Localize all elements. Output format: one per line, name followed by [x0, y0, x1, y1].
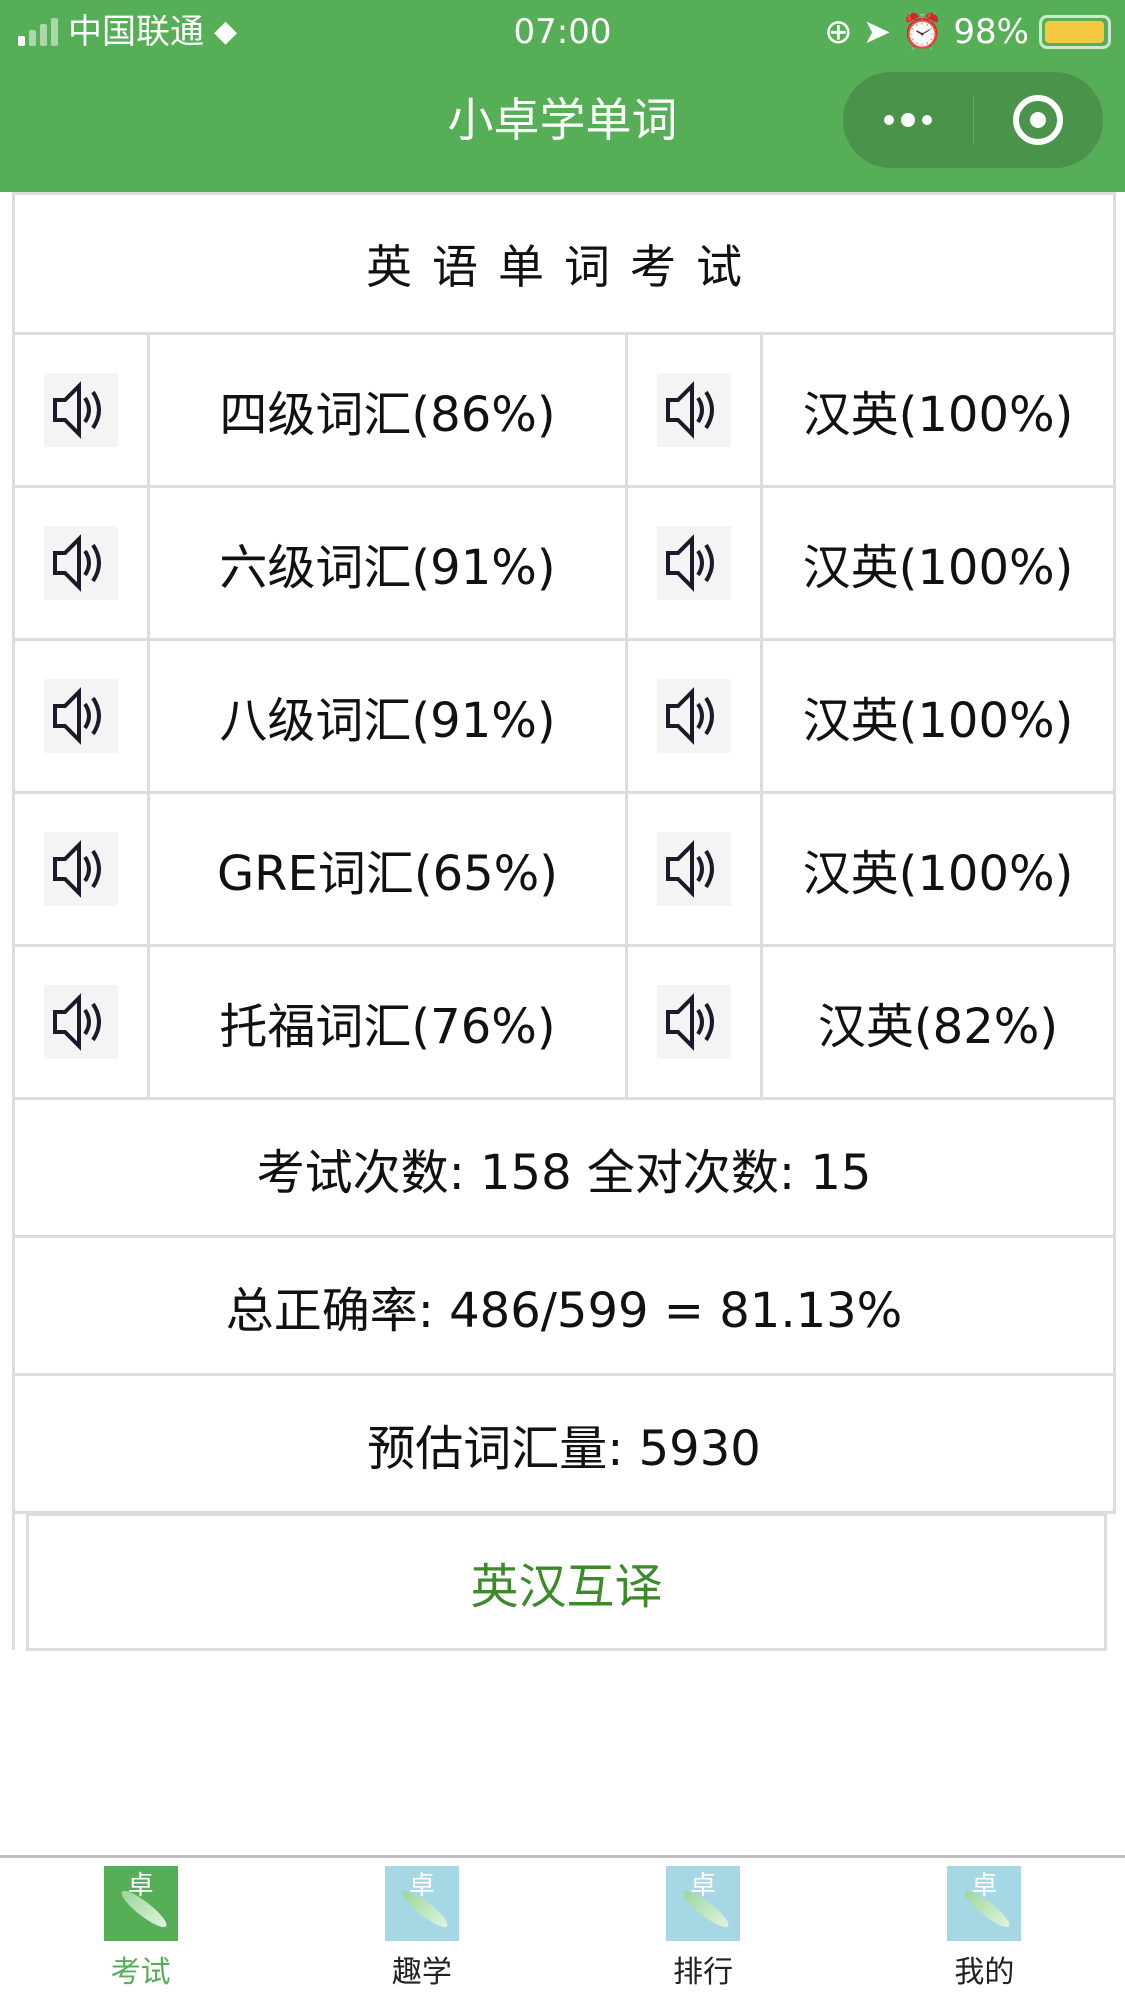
battery-percent: 98%: [953, 12, 1029, 52]
exam-row: 四级词汇(86%) 汉英(100%): [12, 332, 1116, 488]
play-button[interactable]: [12, 638, 150, 794]
tab-logo-icon: 卓: [384, 1866, 459, 1941]
location-icon: ➤: [862, 12, 892, 52]
more-button[interactable]: [843, 72, 973, 168]
exam-item-translation[interactable]: 汉英(82%): [760, 944, 1116, 1100]
exam-row: 六级词汇(91%) 汉英(100%): [12, 485, 1116, 641]
speaker-icon: [657, 832, 731, 906]
speaker-icon: [44, 526, 118, 600]
speaker-icon: [657, 526, 731, 600]
status-left: 中国联通 ◆: [18, 8, 237, 56]
tab-2[interactable]: 卓排行: [563, 1858, 844, 2001]
divider: [12, 1510, 15, 1650]
exam-title: 英语单词考试: [12, 192, 1116, 335]
tab-label: 排行: [673, 1955, 734, 1990]
speaker-icon: [44, 679, 118, 753]
capsule-divider: [972, 95, 974, 145]
header: 中国联通 ◆ 07:00 ⊕ ➤ ⏰ 98% 小卓学单词: [0, 0, 1125, 192]
exam-item-translation[interactable]: 汉英(100%): [760, 485, 1116, 641]
close-button[interactable]: [974, 72, 1104, 168]
tab-logo-icon: 卓: [947, 1866, 1022, 1941]
exam-item[interactable]: 八级词汇(91%): [147, 638, 628, 794]
speaker-icon: [44, 373, 118, 447]
page-title: 小卓学单词: [447, 93, 678, 147]
play-button[interactable]: [12, 485, 150, 641]
tab-label: 我的: [954, 1955, 1015, 1990]
speaker-icon: [44, 832, 118, 906]
rotation-lock-icon: ⊕: [824, 12, 853, 52]
tab-label: 趣学: [391, 1955, 452, 1990]
speaker-icon: [657, 985, 731, 1059]
play-button[interactable]: [625, 638, 763, 794]
exam-item[interactable]: 六级词汇(91%): [147, 485, 628, 641]
exam-row: GRE词汇(65%) 汉英(100%): [12, 791, 1116, 947]
battery-icon: [1039, 15, 1111, 49]
tab-logo-icon: 卓: [103, 1866, 178, 1941]
tab-bar: 卓考试卓趣学卓排行卓我的: [0, 1855, 1125, 2001]
play-button[interactable]: [625, 485, 763, 641]
speaker-icon: [44, 985, 118, 1059]
play-button[interactable]: [12, 944, 150, 1100]
signal-icon: [18, 18, 58, 46]
target-circle-icon: [1013, 95, 1064, 145]
tab-label: 考试: [110, 1955, 171, 1990]
accuracy: 总正确率: 486/599 = 81.13%: [12, 1235, 1116, 1376]
play-button[interactable]: [625, 332, 763, 488]
exam-item-translation[interactable]: 汉英(100%): [760, 332, 1116, 488]
play-button[interactable]: [12, 791, 150, 947]
speaker-icon: [657, 373, 731, 447]
exam-row: 八级词汇(91%) 汉英(100%): [12, 638, 1116, 794]
play-button[interactable]: [12, 332, 150, 488]
speaker-icon: [657, 679, 731, 753]
wifi-icon: ◆: [214, 14, 238, 49]
exam-table: 英语单词考试 四级词汇(86%) 汉英(100%) 六级词汇(91%) 汉英(1…: [12, 192, 1116, 1514]
more-dots-icon: [883, 113, 932, 127]
time: 07:00: [513, 12, 612, 52]
play-button[interactable]: [625, 791, 763, 947]
exam-item[interactable]: 四级词汇(86%): [147, 332, 628, 488]
exam-count: 考试次数: 158 全对次数: 15: [12, 1097, 1116, 1238]
vocab-estimate: 预估词汇量: 5930: [12, 1373, 1116, 1514]
status-time: 07:00: [0, 8, 1125, 56]
tab-3[interactable]: 卓我的: [844, 1858, 1125, 2001]
tab-logo-icon: 卓: [666, 1866, 741, 1941]
tab-0[interactable]: 卓考试: [0, 1858, 281, 2001]
translate-button[interactable]: 英汉互译: [26, 1513, 1107, 1651]
play-button[interactable]: [625, 944, 763, 1100]
exam-item-translation[interactable]: 汉英(100%): [760, 791, 1116, 947]
exam-item[interactable]: GRE词汇(65%): [147, 791, 628, 947]
status-right: ⊕ ➤ ⏰ 98%: [824, 8, 1111, 56]
mini-program-capsule: [843, 72, 1103, 168]
exam-item-translation[interactable]: 汉英(100%): [760, 638, 1116, 794]
alarm-icon: ⏰: [901, 12, 944, 52]
tab-1[interactable]: 卓趣学: [281, 1858, 562, 2001]
carrier: 中国联通: [68, 12, 204, 52]
exam-item[interactable]: 托福词汇(76%): [147, 944, 628, 1100]
exam-row: 托福词汇(76%) 汉英(82%): [12, 944, 1116, 1100]
